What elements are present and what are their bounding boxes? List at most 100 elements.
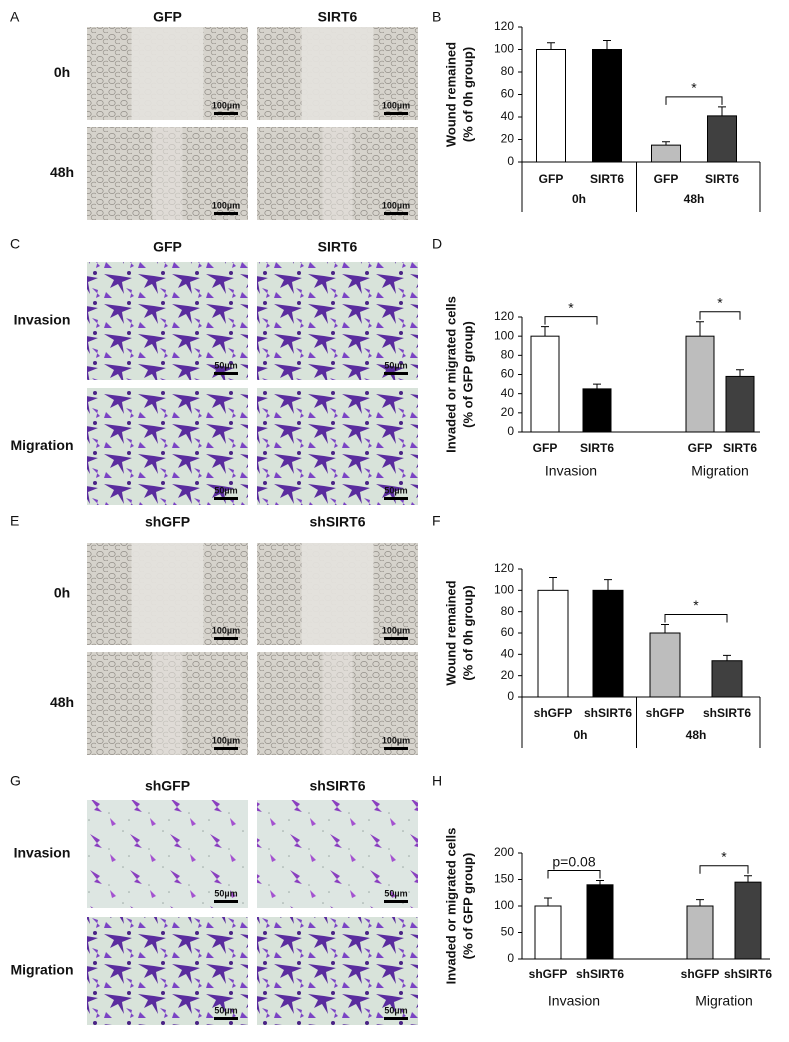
row-label: Invasion <box>14 845 71 861</box>
error-bar <box>696 899 704 906</box>
error-bar <box>696 321 704 337</box>
scale-bar <box>384 212 408 215</box>
scale-bar <box>384 747 408 750</box>
x-tick-label: GFP <box>654 172 679 186</box>
scale-bar-label: 100µm <box>212 625 240 635</box>
micrograph <box>257 388 418 505</box>
column-label: shSIRT6 <box>309 514 365 530</box>
y-axis-label: (% of 0h group) <box>460 47 475 142</box>
scale-bar <box>384 900 408 903</box>
panel-letter: H <box>432 773 442 789</box>
scale-bar-label: 100µm <box>382 625 410 635</box>
y-tick-label: 20 <box>501 132 515 146</box>
significance-bracket <box>544 316 598 325</box>
bar <box>586 884 614 960</box>
bar <box>534 905 562 960</box>
x-tick-label: shSIRT6 <box>703 706 751 720</box>
scale-bar <box>384 637 408 640</box>
error-bar <box>541 326 549 337</box>
x-tick-label: GFP <box>539 172 564 186</box>
y-tick-label: 40 <box>501 647 515 661</box>
scale-bar <box>384 112 408 115</box>
bar <box>725 375 755 433</box>
row-label: 48h <box>50 694 74 710</box>
panel-letter: E <box>10 513 19 529</box>
scale-bar-label: 50µm <box>384 888 407 898</box>
y-tick-label: 0 <box>507 154 514 168</box>
significance-bracket <box>699 865 749 874</box>
x-tick-label: SIRT6 <box>723 441 757 455</box>
bar <box>592 589 624 698</box>
x-tick-label: SIRT6 <box>590 172 624 186</box>
scale-bar-label: 100µm <box>212 200 240 210</box>
error-bar <box>718 106 726 116</box>
significance-label: p=0.08 <box>552 853 595 869</box>
scale-bar-label: 100µm <box>212 100 240 110</box>
scale-bar-label: 50µm <box>384 485 407 495</box>
y-axis-label: Invaded or migrated cells <box>443 296 458 453</box>
x-tick-label: SIRT6 <box>705 172 739 186</box>
y-tick-label: 100 <box>494 583 514 597</box>
scale-bar-label: 50µm <box>214 888 237 898</box>
scale-bar <box>214 112 238 115</box>
y-tick-label: 60 <box>501 625 515 639</box>
panel-letter: C <box>10 236 20 252</box>
y-tick-label: 120 <box>494 309 514 323</box>
panel-letter: D <box>432 236 442 252</box>
significance-label: * <box>693 597 699 613</box>
row-label: Migration <box>11 437 74 453</box>
scale-bar-label: 100µm <box>382 735 410 745</box>
scale-bar <box>384 497 408 500</box>
bar <box>651 144 681 163</box>
bar <box>707 115 737 163</box>
scale-bar-label: 50µm <box>384 1005 407 1015</box>
column-label: GFP <box>153 239 182 255</box>
y-tick-label: 100 <box>494 328 514 342</box>
y-tick-label: 200 <box>494 845 514 859</box>
group-label: 0h <box>572 192 586 206</box>
column-label: shGFP <box>145 514 190 530</box>
panel-letter: B <box>432 9 441 25</box>
significance-label: * <box>717 294 723 310</box>
x-tick-label: shGFP <box>534 706 573 720</box>
error-bar <box>593 383 601 389</box>
error-bar <box>547 42 555 50</box>
error-bar <box>544 897 552 906</box>
wound-gap <box>131 27 204 120</box>
significance-bracket <box>547 870 601 879</box>
wound-gap <box>152 652 183 755</box>
wound-gap <box>301 543 374 645</box>
y-axis-label: Wound remained <box>443 42 458 147</box>
wound-gap <box>322 652 353 755</box>
micrograph <box>257 917 418 1025</box>
y-axis-label: (% of 0h group) <box>460 585 475 680</box>
wound-gap <box>131 543 204 645</box>
error-bar <box>596 880 604 885</box>
error-bar <box>603 40 611 50</box>
group-label: Invasion <box>548 993 600 1009</box>
bar <box>582 388 612 433</box>
x-tick-label: GFP <box>688 441 713 455</box>
wound-gap <box>301 27 374 120</box>
x-tick-label: SIRT6 <box>580 441 614 455</box>
panel-letter: G <box>10 773 21 789</box>
bar <box>734 881 762 960</box>
y-axis-label: Invaded or migrated cells <box>443 828 458 985</box>
bar <box>592 49 622 163</box>
scale-bar <box>214 900 238 903</box>
micrograph <box>87 917 248 1025</box>
group-label: 0h <box>573 728 587 742</box>
scale-bar <box>214 1017 238 1020</box>
scale-bar-label: 50µm <box>214 360 237 370</box>
bar <box>536 49 566 163</box>
row-label: 48h <box>50 164 74 180</box>
scale-bar-label: 50µm <box>214 1005 237 1015</box>
row-label: 0h <box>54 64 70 80</box>
y-tick-label: 40 <box>501 386 515 400</box>
y-tick-label: 20 <box>501 668 515 682</box>
y-tick-label: 60 <box>501 87 515 101</box>
y-tick-label: 60 <box>501 367 515 381</box>
group-label: 48h <box>684 192 705 206</box>
